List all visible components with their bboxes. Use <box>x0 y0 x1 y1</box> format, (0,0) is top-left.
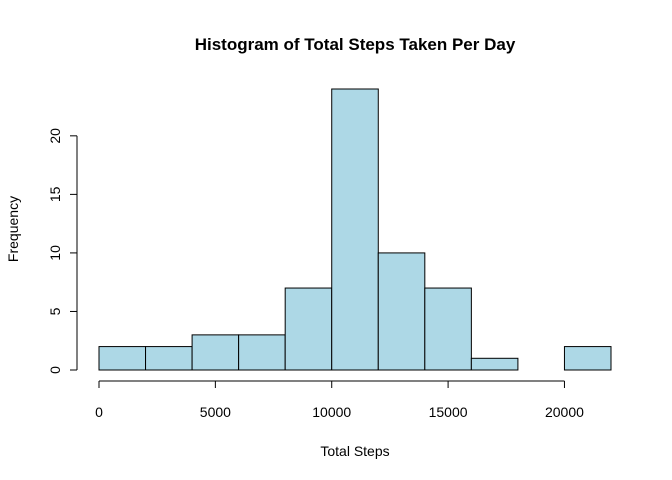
x-axis-label: Total Steps <box>320 443 389 459</box>
x-tick-label-5000: 5000 <box>200 404 231 420</box>
x-tick-label-10000: 10000 <box>312 404 351 420</box>
x-axis: 0 5000 10000 15000 20000 <box>95 380 584 420</box>
histogram-bar-6000-8000 <box>238 334 286 371</box>
histogram-bar-20000-22000 <box>563 346 612 371</box>
y-tick-label-10: 10 <box>47 245 63 261</box>
chart-title: Histogram of Total Steps Taken Per Day <box>195 35 516 54</box>
y-axis: 0 5 10 15 20 <box>47 128 78 374</box>
y-tick-label-15: 15 <box>47 186 63 202</box>
bars-group <box>98 88 612 371</box>
x-tick-label-0: 0 <box>95 404 103 420</box>
histogram-bar-10000-12000 <box>331 88 379 371</box>
x-tick-label-15000: 15000 <box>429 404 468 420</box>
y-tick-label-20: 20 <box>47 128 63 144</box>
histogram-bar-0-2000 <box>98 346 147 371</box>
histogram-bar-8000-10000 <box>284 287 333 371</box>
y-tick-label-5: 5 <box>47 307 63 315</box>
histogram-bar-12000-14000 <box>377 252 426 371</box>
y-axis-label: Frequency <box>5 196 21 262</box>
histogram-bar-16000-18000 <box>470 357 519 371</box>
y-tick-label-0: 0 <box>47 366 63 374</box>
x-tick-label-20000: 20000 <box>545 404 584 420</box>
histogram-bar-2000-4000 <box>145 346 193 371</box>
histogram-bar-4000-6000 <box>191 334 240 371</box>
histogram-bar-14000-16000 <box>424 287 472 371</box>
